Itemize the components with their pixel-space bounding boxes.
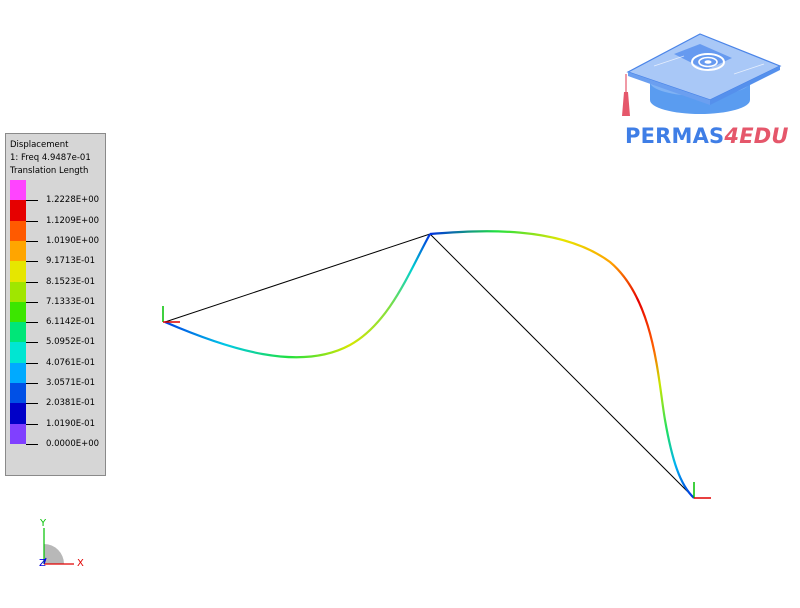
legend-tick-label: 5.0952E-01 xyxy=(46,337,95,348)
permas-logo-text: PERMAS4EDU xyxy=(625,124,789,148)
triad-z-axis xyxy=(43,557,47,565)
legend-quantity: Translation Length xyxy=(10,166,89,176)
legend-swatch xyxy=(10,383,26,404)
support-marker-right xyxy=(693,482,711,499)
legend-swatch xyxy=(10,301,26,323)
triad-x-label: X xyxy=(77,558,84,569)
deformed-beam-right[interactable] xyxy=(429,230,695,499)
legend-tick-label: 1.0190E-01 xyxy=(46,418,95,429)
legend-tick-label: 0.0000E+00 xyxy=(46,438,100,449)
legend-tick-mark xyxy=(26,443,38,445)
undeformed-beam-left[interactable] xyxy=(164,233,431,323)
legend-tick-mark xyxy=(26,281,38,283)
legend-tick-label: 1.1209E+00 xyxy=(46,215,100,226)
color-legend[interactable]: Displacement 1: Freq 4.9487e-01 Translat… xyxy=(5,133,106,476)
legend-tick-mark xyxy=(26,342,38,344)
legend-swatch xyxy=(10,240,26,262)
legend-swatch xyxy=(10,281,26,303)
legend-tick-mark xyxy=(26,403,38,405)
legend-tick-mark xyxy=(26,200,38,202)
coordinate-triad: Y X Z xyxy=(39,518,84,569)
legend-swatch xyxy=(10,342,26,364)
legend-tick-label: 1.0190E+00 xyxy=(46,235,100,246)
legend-swatch xyxy=(10,322,26,343)
legend-tick-label: 8.1523E-01 xyxy=(46,276,95,287)
legend-tick-label: 3.0571E-01 xyxy=(46,378,95,388)
legend-swatch xyxy=(10,200,26,222)
legend-tick-label: 1.2228E+00 xyxy=(46,195,100,206)
undeformed-beam-right[interactable] xyxy=(429,233,695,499)
support-marker-left xyxy=(162,306,180,323)
triad-z-label: Z xyxy=(39,558,46,569)
logo-suffix: 4EDU xyxy=(724,124,789,148)
logo-brand: PERMAS xyxy=(625,124,725,148)
legend-tick-mark xyxy=(26,301,38,303)
legend-tick-mark xyxy=(26,383,38,384)
legend-tick-mark xyxy=(26,240,38,242)
deformed-beam-left[interactable] xyxy=(164,233,431,359)
legend-tick-mark xyxy=(26,220,38,222)
legend-tick-mark xyxy=(26,322,38,324)
legend-tick-label: 7.1333E-01 xyxy=(46,296,95,307)
legend-swatch xyxy=(10,261,26,282)
legend-tick-label: 9.1713E-01 xyxy=(46,256,95,267)
legend-swatch xyxy=(10,180,26,201)
legend-swatch xyxy=(10,423,26,445)
legend-tick-mark xyxy=(26,261,38,263)
legend-tick-label: 6.1142E-01 xyxy=(46,317,95,328)
legend-swatch xyxy=(10,403,26,425)
triad-origin-shape xyxy=(44,544,64,564)
permas-logo-icon xyxy=(622,33,782,116)
legend-tick-mark xyxy=(26,362,38,364)
legend-tick-mark xyxy=(26,423,38,425)
legend-tick-label: 4.0761E-01 xyxy=(46,357,95,368)
legend-tick-label: 2.0381E-01 xyxy=(46,398,95,409)
legend-title: Displacement xyxy=(10,140,69,150)
triad-y-label: Y xyxy=(39,518,47,529)
legend-swatch xyxy=(10,362,26,384)
legend-swatch xyxy=(10,220,26,242)
legend-subtitle: 1: Freq 4.9487e-01 xyxy=(10,153,91,163)
